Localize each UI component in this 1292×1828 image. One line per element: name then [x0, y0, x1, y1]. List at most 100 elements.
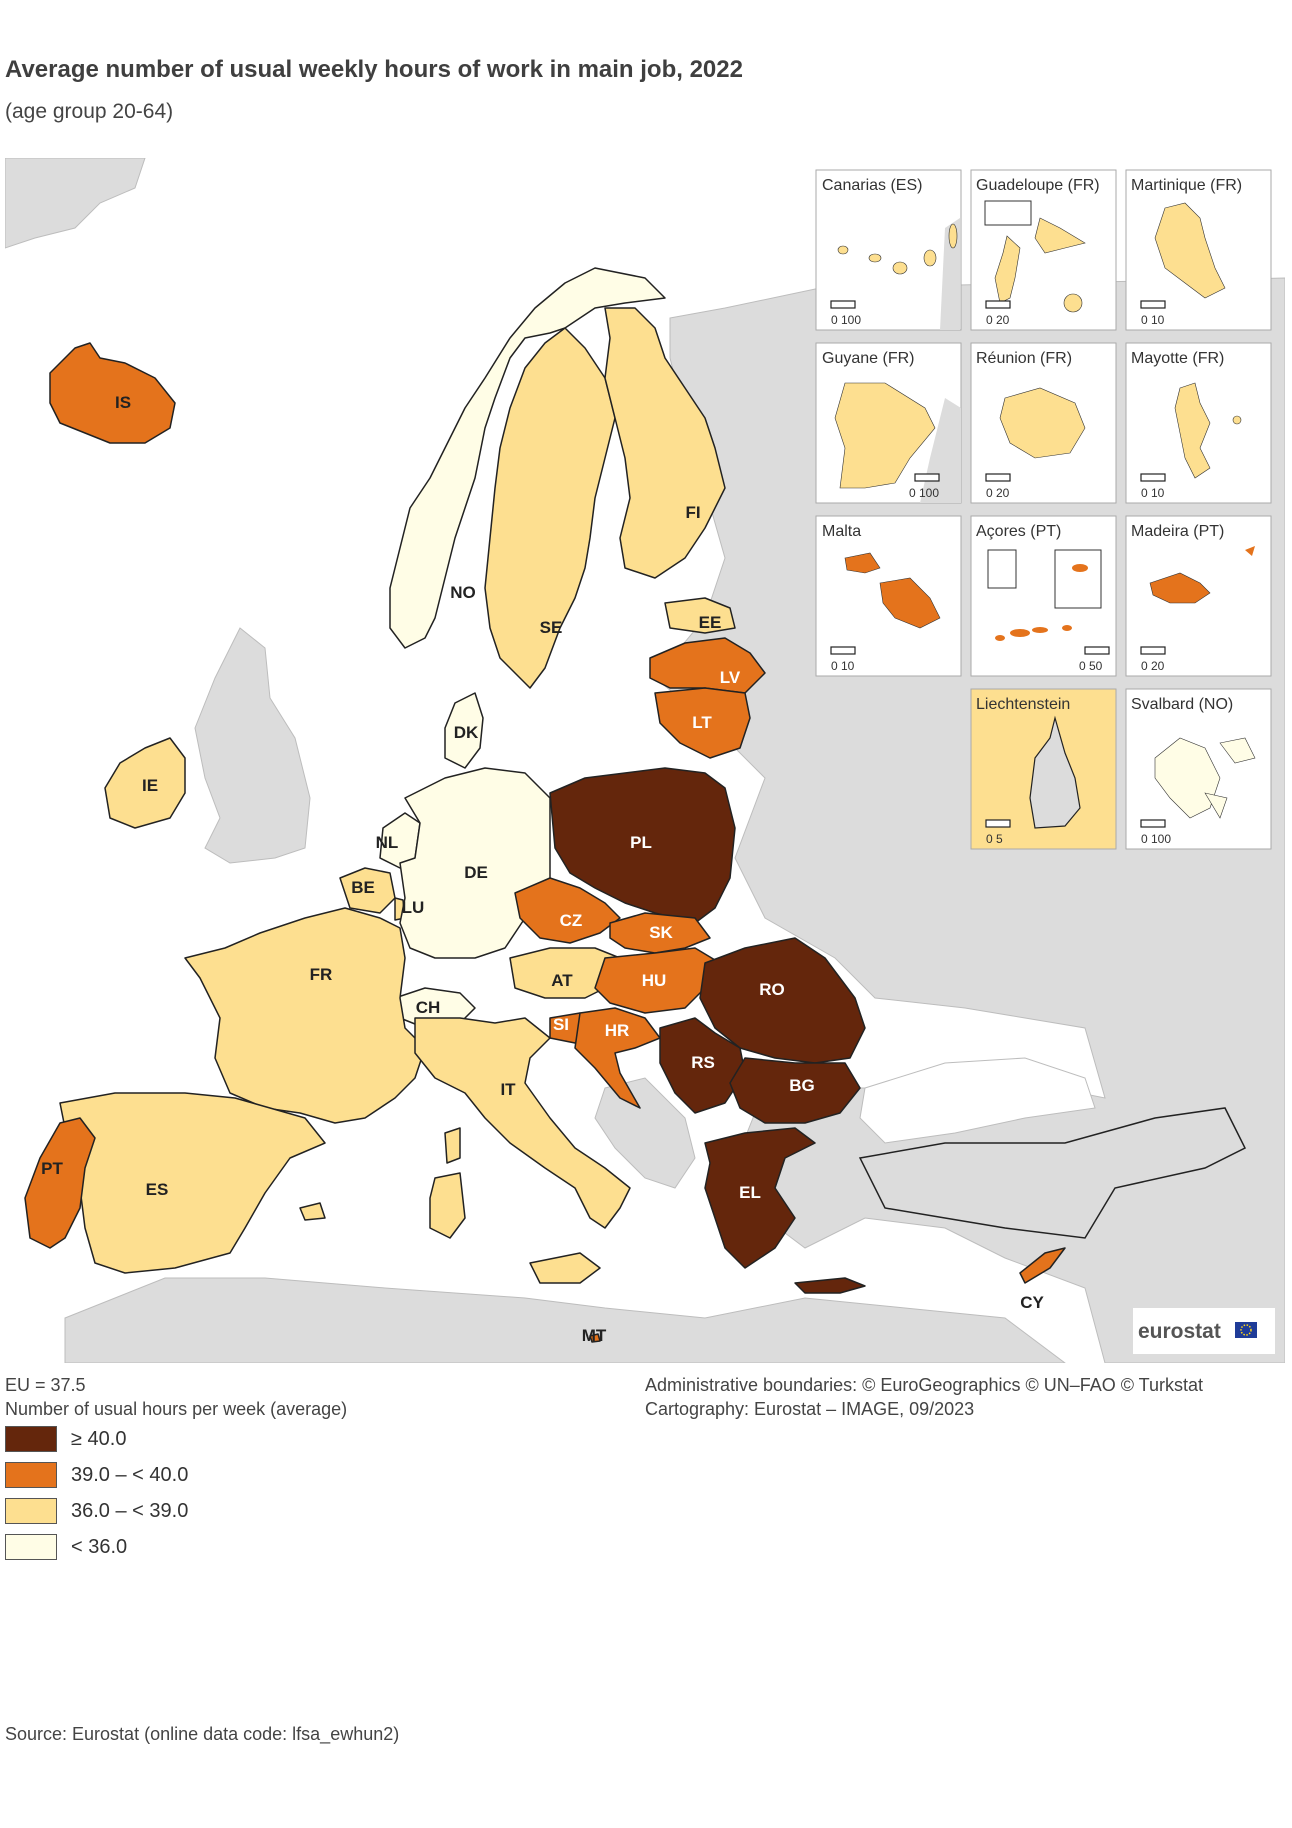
inset-title-guyane: Guyane (FR)	[822, 350, 914, 367]
black-sea	[859, 1057, 1096, 1144]
label-SE: SE	[540, 618, 563, 637]
scale-martinique: 0 10	[1141, 313, 1165, 327]
label-BE: BE	[351, 878, 375, 897]
scale-reunion: 0 20	[986, 486, 1010, 500]
map-title: Average number of usual weekly hours of …	[5, 56, 743, 83]
inset-svalbard: Svalbard (NO) 0 100	[1125, 688, 1272, 850]
legend-item: 39.0 – < 40.0	[5, 1457, 188, 1493]
inset-title-canarias: Canarias (ES)	[822, 177, 922, 194]
legend-item: < 36.0	[5, 1529, 188, 1565]
island-sicily	[529, 1252, 601, 1284]
legend-swatch	[5, 1426, 57, 1452]
map-area: IS NO SE FI EE LV LT DK IE NL BE LU DE P…	[5, 158, 1285, 1363]
scale-liechtenstein: 0 5	[986, 832, 1003, 846]
legend: ≥ 40.0 39.0 – < 40.0 36.0 – < 39.0 < 36.…	[5, 1421, 188, 1565]
inset-guadeloupe: Guadeloupe (FR) 0 20	[970, 169, 1117, 331]
map-subtitle: (age group 20-64)	[5, 100, 174, 123]
label-NO: NO	[450, 583, 476, 602]
label-AT: AT	[551, 971, 573, 990]
inset-mayotte: Mayotte (FR) 0 10	[1125, 342, 1272, 504]
label-EL: EL	[739, 1183, 761, 1202]
country-PL	[549, 767, 736, 924]
inset-title-martinique: Martinique (FR)	[1131, 177, 1242, 194]
country-LT	[654, 687, 751, 759]
inset-title-acores: Açores (PT)	[976, 523, 1061, 540]
inset-madeira: Madeira (PT) 0 20	[1125, 515, 1272, 677]
inset-reunion: Réunion (FR) 0 20	[970, 342, 1117, 504]
source-note: Source: Eurostat (online data code: lfsa…	[5, 1724, 400, 1744]
europe-map: IS NO SE FI EE LV LT DK IE NL BE LU DE P…	[5, 158, 1285, 1363]
eurostat-logo: eurostat	[1133, 1308, 1275, 1354]
legend-item: 36.0 – < 39.0	[5, 1493, 188, 1529]
label-CY: CY	[1020, 1293, 1044, 1312]
country-EL	[704, 1127, 816, 1269]
inset-title-guadeloupe: Guadeloupe (FR)	[976, 177, 1100, 194]
scale-malta: 0 10	[831, 659, 855, 673]
label-LT: LT	[692, 713, 712, 732]
legend-swatch	[5, 1462, 57, 1488]
cartography-credit: Cartography: Eurostat – IMAGE, 09/2023	[645, 1399, 975, 1419]
label-RS: RS	[691, 1053, 715, 1072]
north-africa-land	[64, 1277, 1066, 1363]
country-MT	[589, 1333, 601, 1343]
label-IE: IE	[142, 776, 158, 795]
greenland-land	[5, 158, 146, 249]
country-IE	[104, 737, 186, 829]
boundaries-credit: Administrative boundaries: © EuroGeograp…	[645, 1375, 1204, 1395]
country-LV	[649, 637, 766, 694]
label-PL: PL	[630, 833, 652, 852]
label-FR: FR	[310, 965, 333, 984]
legend-title: Number of usual hours per week (average)	[5, 1399, 348, 1419]
inset-title-reunion: Réunion (FR)	[976, 350, 1072, 367]
label-LV: LV	[720, 668, 741, 687]
turkey-border	[858, 1107, 1247, 1239]
inset-title-liechtenstein: Liechtenstein	[976, 696, 1070, 713]
label-CZ: CZ	[560, 911, 583, 930]
country-BG	[729, 1057, 861, 1124]
label-HR: HR	[605, 1021, 630, 1040]
country-DE	[399, 767, 551, 959]
label-DK: DK	[454, 723, 479, 742]
scale-madeira: 0 20	[1141, 659, 1165, 673]
balkans-nonEU	[594, 1077, 696, 1189]
uk-land	[194, 627, 311, 864]
country-IS	[49, 342, 176, 444]
country-FI	[604, 307, 726, 579]
legend-label: 39.0 – < 40.0	[71, 1463, 189, 1486]
label-EE: EE	[699, 613, 722, 632]
label-BG: BG	[789, 1076, 815, 1095]
country-CY	[1019, 1247, 1066, 1284]
scale-svalbard: 0 100	[1141, 832, 1171, 846]
inset-title-madeira: Madeira (PT)	[1131, 523, 1224, 540]
inset-title-malta: Malta	[822, 523, 861, 540]
country-NO	[389, 267, 666, 649]
logo-text: eurostat	[1138, 1320, 1221, 1343]
label-PT: PT	[41, 1159, 63, 1178]
inset-title-svalbard: Svalbard (NO)	[1131, 696, 1233, 713]
label-HU: HU	[642, 971, 667, 990]
legend-swatch	[5, 1534, 57, 1560]
label-RO: RO	[759, 980, 785, 999]
label-ES: ES	[146, 1180, 169, 1199]
inset-guyane: Guyane (FR) 0 100	[815, 342, 962, 504]
inset-liechtenstein: Liechtenstein 0 5	[970, 688, 1117, 850]
country-EE	[664, 597, 736, 634]
scale-canarias: 0 100	[831, 313, 861, 327]
island-corsica	[444, 1127, 461, 1164]
scale-acores: 0 50	[1079, 659, 1103, 673]
label-SK: SK	[649, 923, 673, 942]
label-CH: CH	[416, 998, 441, 1017]
label-MT: MT	[582, 1326, 607, 1345]
country-SE	[484, 327, 616, 689]
country-IT	[414, 1017, 631, 1229]
legend-label: ≥ 40.0	[71, 1427, 127, 1450]
country-PT	[24, 1117, 96, 1249]
label-IT: IT	[500, 1080, 516, 1099]
country-RO	[699, 937, 866, 1064]
inset-malta: Malta 0 10	[815, 515, 962, 677]
country-FR	[184, 907, 426, 1124]
island-balearic	[299, 1202, 326, 1221]
country-HU	[594, 947, 721, 1014]
eu-average: EU = 37.5	[5, 1375, 86, 1395]
eu-flag-icon	[1235, 1322, 1257, 1338]
